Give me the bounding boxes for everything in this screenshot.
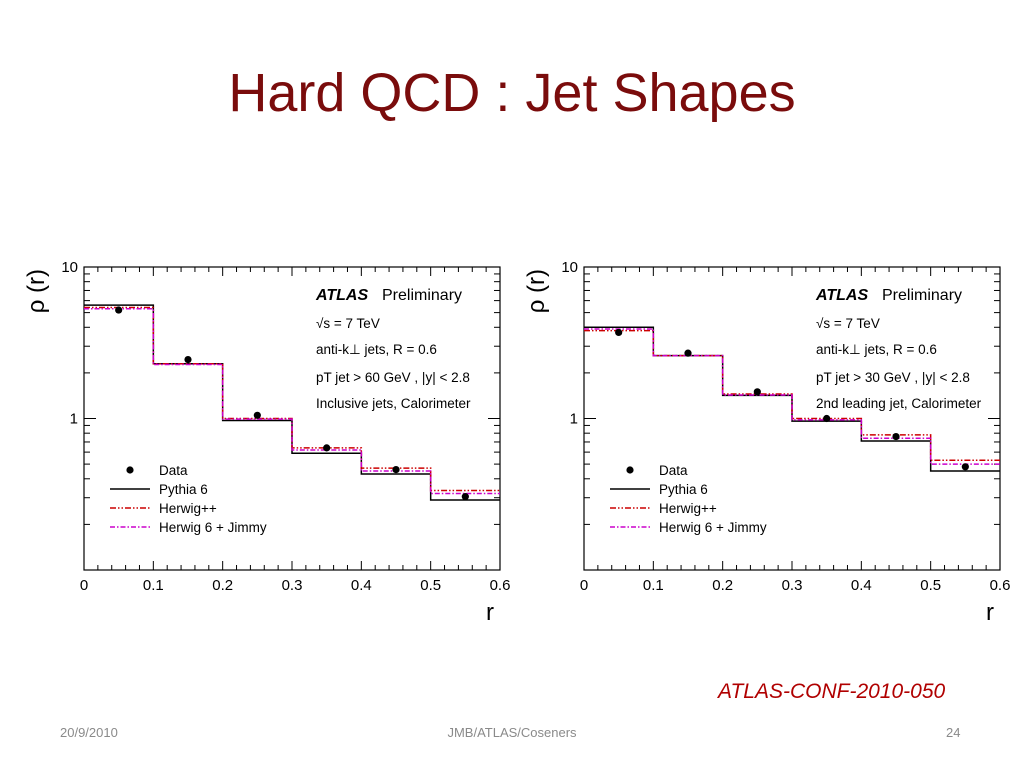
status-label: Preliminary: [882, 287, 962, 304]
algorithm-label: anti-k⊥ jets, R = 0.6: [316, 342, 437, 357]
data-point: [253, 411, 261, 419]
legend-label: Pythia 6: [159, 482, 208, 497]
data-point: [184, 355, 192, 364]
data-point: [115, 306, 123, 314]
legend-label: Herwig 6 + Jimmy: [159, 520, 267, 535]
data-point: [892, 432, 900, 441]
y-tick-label: 1: [70, 411, 78, 428]
data-point: [753, 388, 761, 396]
data-point: [684, 349, 692, 357]
x-axis-title: r: [986, 599, 994, 626]
x-tick-label: 0.2: [712, 577, 733, 594]
x-tick-label: 0.3: [282, 577, 303, 594]
selection-label: 2nd leading jet, Calorimeter: [816, 396, 982, 411]
jet-shape-plot-inclusive: 0 0.1 0.2 0.3 0.4 0.5 0.6 1 10 r ρ (r) ATLAS Prelimi…: [18, 248, 518, 628]
algorithm-label: anti-k⊥ jets, R = 0.6: [816, 342, 937, 357]
x-tick-label: 0.1: [643, 577, 664, 594]
atlas-label: ATLAS: [815, 287, 868, 304]
legend-label: Data: [159, 463, 188, 478]
footer-center: JMB/ATLAS/Coseners: [447, 725, 577, 740]
data-point: [323, 444, 331, 452]
x-tick-label: 0: [80, 577, 88, 594]
energy-label: √s = 7 TeV: [316, 316, 380, 331]
conference-note-reference: ATLAS-CONF-2010-050: [718, 680, 946, 703]
cuts-label: pT jet > 60 GeV , |y| < 2.8: [316, 370, 470, 385]
x-tick-label: 0.6: [990, 577, 1011, 594]
legend-label: Herwig 6 + Jimmy: [659, 520, 767, 535]
y-tick-label: 1: [570, 411, 578, 428]
x-tick-label: 0.4: [351, 577, 372, 594]
y-tick-label: 10: [561, 259, 578, 276]
y-axis-title: ρ (r): [23, 269, 50, 313]
selection-label: Inclusive jets, Calorimeter: [316, 396, 471, 411]
x-axis-title: r: [486, 599, 494, 626]
status-label: Preliminary: [382, 287, 462, 304]
jet-shape-chart-inclusive: 0 0.1 0.2 0.3 0.4 0.5 0.6 1 10 r ρ (r) ATLAS Prelimi…: [23, 259, 511, 626]
data-point: [461, 493, 469, 501]
x-tick-label: 0.5: [420, 577, 441, 594]
x-tick-label: 0.3: [782, 577, 803, 594]
series-herwigpp-line: [84, 306, 500, 492]
series-herwig6-line: [584, 328, 1000, 465]
data-point: [961, 463, 969, 471]
legend-label: Data: [659, 463, 688, 478]
cuts-label: pT jet > 30 GeV , |y| < 2.8: [816, 370, 970, 385]
data-point: [392, 465, 400, 474]
legend-label: Herwig++: [659, 501, 717, 516]
x-tick-label: 0.2: [212, 577, 233, 594]
y-tick-label: 10: [61, 259, 78, 276]
data-point: [823, 414, 831, 423]
series-herwig6-line: [84, 308, 500, 495]
x-tick-label: 0.1: [143, 577, 164, 594]
legend-label: Pythia 6: [659, 482, 708, 497]
jet-shape-plot-second-jet: 0 0.1 0.2 0.3 0.4 0.5 0.6 1 10 r ρ (r) ATLAS Prelimi…: [518, 248, 1018, 628]
slide-title: Hard QCD : Jet Shapes: [228, 63, 796, 123]
x-tick-label: 0: [580, 577, 588, 594]
legend-label: Herwig++: [159, 501, 217, 516]
footer-date: 20/9/2010: [60, 725, 118, 740]
data-point: [615, 328, 623, 337]
x-tick-label: 0.4: [851, 577, 872, 594]
footer-page-number: 24: [946, 725, 961, 740]
jet-shape-chart-second-jet: 0 0.1 0.2 0.3 0.4 0.5 0.6 1 10 r ρ (r) ATLAS Prelimi…: [523, 259, 1011, 626]
energy-label: √s = 7 TeV: [816, 316, 880, 331]
x-tick-label: 0.5: [920, 577, 941, 594]
legend-data-marker: [626, 466, 634, 474]
y-axis-title: ρ (r): [523, 269, 550, 313]
x-tick-label: 0.6: [490, 577, 511, 594]
legend-data-marker: [126, 466, 134, 474]
atlas-label: ATLAS: [315, 287, 368, 304]
